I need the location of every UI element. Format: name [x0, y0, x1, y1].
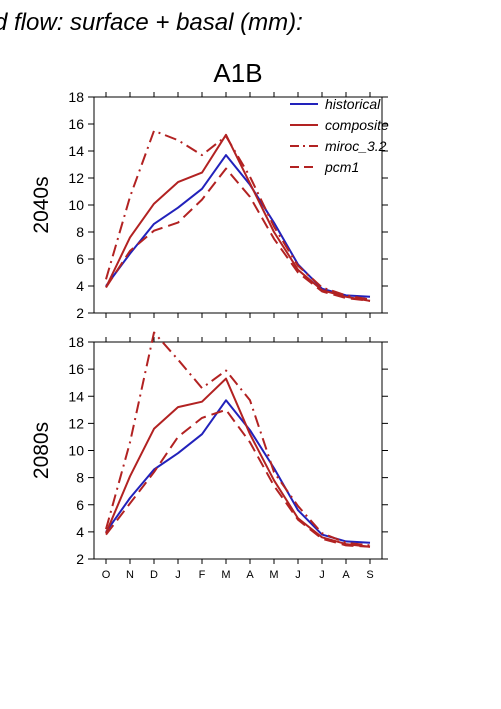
y-tick-label: 14	[68, 388, 84, 404]
chart-title: d flow: surface + basal (mm):	[0, 9, 303, 36]
x-tick-label: M	[221, 569, 230, 581]
y-tick-label: 8	[76, 224, 84, 240]
y-tick-label: 4	[76, 278, 84, 294]
y-tick-label: 18	[68, 89, 84, 105]
series-line-pcm1	[105, 408, 371, 548]
x-tick-label: O	[102, 569, 111, 581]
panel-1: 2 4 6 8 10 12 14 16 18 2040s	[30, 89, 388, 321]
plot-frame	[93, 341, 383, 560]
y-tick-label: 4	[76, 524, 84, 540]
legend-label: pcm1	[324, 159, 359, 175]
chart-subtitle: A1B	[213, 58, 262, 88]
panel-2: 2 4 6 8 10 12 14 16 18 O N D J F M A M J J A S 2080s	[30, 331, 388, 581]
y-tick-label: 6	[76, 251, 84, 267]
y-tick-label: 18	[68, 334, 84, 350]
x-tick-label: N	[126, 569, 134, 581]
y-tick-label: 12	[68, 170, 84, 186]
series-line-historical	[105, 154, 371, 298]
y-tick-label: 16	[68, 361, 84, 377]
legend: historical composite miroc_3.2 pcm1	[290, 96, 389, 175]
y-tick-label: 10	[68, 197, 84, 213]
legend-label: miroc_3.2	[325, 138, 387, 154]
y-tick-label: 12	[68, 415, 84, 431]
y-tick-label: 2	[76, 551, 84, 567]
x-tick-label: F	[199, 569, 206, 581]
panel-ylabel: 2040s	[30, 176, 53, 233]
series-line-historical	[105, 399, 371, 544]
y-tick-label: 10	[68, 443, 84, 459]
x-tick-label: A	[342, 569, 350, 581]
y-tick-label: 16	[68, 116, 84, 132]
y-tick-label: 6	[76, 497, 84, 513]
series-line-composite	[105, 133, 371, 302]
y-tick-label: 14	[68, 143, 84, 159]
x-tick-label: J	[295, 569, 301, 581]
x-tick-label: A	[246, 569, 254, 581]
x-tick-label: J	[319, 569, 325, 581]
x-tick-label: M	[269, 569, 278, 581]
panel-ylabel: 2080s	[30, 422, 53, 479]
series-line-miroc-3-2	[105, 129, 371, 301]
series-line-composite	[105, 377, 371, 548]
x-tick-label: D	[150, 569, 158, 581]
legend-label: historical	[325, 96, 381, 112]
legend-label: composite	[325, 117, 389, 133]
series-line-miroc-3-2	[105, 331, 371, 547]
x-tick-label: J	[175, 569, 181, 581]
panels-group: 2 4 6 8 10 12 14 16 18 2040s 2 4 6 8 10 12 14 16 18 O N D J F M A…	[30, 89, 388, 581]
x-tick-label: S	[366, 569, 373, 581]
y-tick-label: 8	[76, 470, 84, 486]
series-line-pcm1	[105, 167, 371, 302]
y-tick-label: 2	[76, 305, 84, 321]
